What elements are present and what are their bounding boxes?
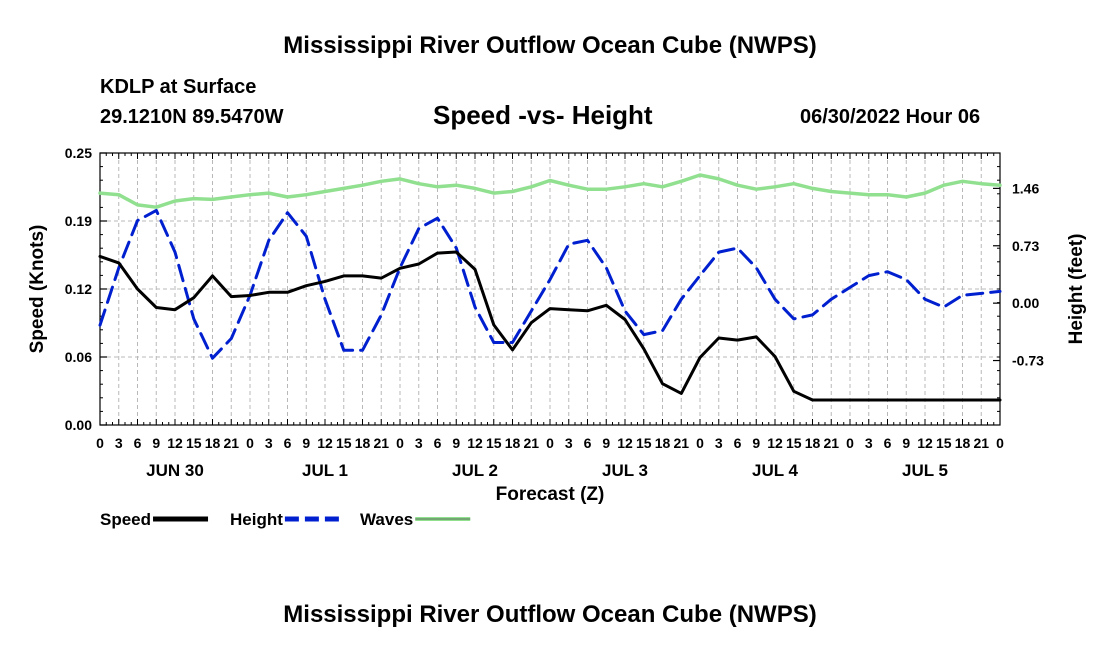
x-tick-label: 15: [936, 435, 952, 451]
x-tick-label: 21: [523, 435, 539, 451]
x-tick-label: 0: [546, 435, 554, 451]
x-tick-label: 9: [452, 435, 460, 451]
station-label: KDLP at Surface: [100, 76, 257, 98]
x-tick-label: 21: [973, 435, 989, 451]
x-tick-label: 3: [715, 435, 723, 451]
series-line-waves: [98, 173, 1002, 209]
x-tick-label: 21: [823, 435, 839, 451]
x-tick-label: 12: [467, 435, 483, 451]
x-tick-label: 3: [265, 435, 273, 451]
x-tick-label: 12: [917, 435, 933, 451]
x-tick-label: 9: [152, 435, 160, 451]
x-axis-title: Forecast (Z): [496, 484, 605, 505]
x-tick-label: 3: [865, 435, 873, 451]
y2-tick-label: -0.73: [1012, 353, 1044, 369]
x-tick-label: 18: [655, 435, 671, 451]
x-tick-label: 21: [223, 435, 239, 451]
y2-tick-label: 0.00: [1012, 295, 1039, 311]
x-tick-label: 15: [786, 435, 802, 451]
x-tick-label: 15: [336, 435, 352, 451]
x-tick-label: 6: [134, 435, 142, 451]
x-tick-label: 6: [434, 435, 442, 451]
x-tick-label: 6: [884, 435, 892, 451]
day-label: JUL 5: [902, 461, 948, 480]
x-tick-label: 9: [302, 435, 310, 451]
x-tick-label: 12: [167, 435, 183, 451]
x-tick-label: 21: [373, 435, 389, 451]
day-label: JUL 2: [452, 461, 498, 480]
y2-tick-label: 0.73: [1012, 238, 1039, 254]
x-tick-label: 18: [355, 435, 371, 451]
x-tick-label: 3: [415, 435, 423, 451]
series-line-speed: [98, 250, 1002, 402]
x-tick-label: 0: [696, 435, 704, 451]
x-tick-label: 15: [186, 435, 202, 451]
footer-title: Mississippi River Outflow Ocean Cube (NW…: [283, 601, 817, 628]
x-tick-label: 21: [673, 435, 689, 451]
x-tick-label: 15: [636, 435, 652, 451]
legend-label-height: Height: [230, 510, 283, 529]
y-axis-title: Speed (Knots): [27, 225, 48, 354]
x-tick-label: 18: [955, 435, 971, 451]
y-tick-label: 0.00: [65, 417, 92, 433]
x-tick-label: 3: [565, 435, 573, 451]
x-tick-label: 15: [486, 435, 502, 451]
x-tick-label: 9: [752, 435, 760, 451]
x-tick-label: 12: [767, 435, 783, 451]
x-tick-label: 0: [996, 435, 1004, 451]
x-tick-label: 0: [396, 435, 404, 451]
x-tick-label: 6: [584, 435, 592, 451]
x-tick-label: 0: [246, 435, 254, 451]
y-tick-label: 0.06: [65, 349, 92, 365]
x-tick-label: 9: [602, 435, 610, 451]
day-label: JUL 3: [602, 461, 648, 480]
coords-label: 29.1210N 89.5470W: [100, 106, 284, 128]
x-tick-label: 18: [505, 435, 521, 451]
x-tick-label: 18: [205, 435, 221, 451]
x-tick-label: 18: [805, 435, 821, 451]
datetime-label: 06/30/2022 Hour 06: [800, 106, 981, 128]
day-label: JUL 1: [302, 461, 348, 480]
y2-axis-title: Height (feet): [1066, 234, 1087, 345]
x-tick-label: 0: [96, 435, 104, 451]
y-tick-label: 0.25: [65, 145, 92, 161]
x-tick-label: 0: [846, 435, 854, 451]
y-tick-label: 0.12: [65, 281, 92, 297]
page-title: Mississippi River Outflow Ocean Cube (NW…: [283, 32, 817, 59]
y-tick-label: 0.19: [65, 213, 92, 229]
legend-label-speed: Speed: [100, 510, 151, 529]
x-tick-label: 12: [617, 435, 633, 451]
series-line-height: [98, 208, 1002, 360]
y2-tick-label: 1.46: [1012, 180, 1039, 196]
day-label: JUL 4: [752, 461, 799, 480]
x-tick-label: 3: [115, 435, 123, 451]
x-tick-label: 6: [734, 435, 742, 451]
day-label: JUN 30: [146, 461, 204, 480]
x-tick-label: 9: [902, 435, 910, 451]
chart-subtitle: Speed -vs- Height: [433, 100, 653, 130]
legend-label-waves: Waves: [360, 510, 413, 529]
x-tick-label: 12: [317, 435, 333, 451]
x-tick-label: 6: [284, 435, 292, 451]
